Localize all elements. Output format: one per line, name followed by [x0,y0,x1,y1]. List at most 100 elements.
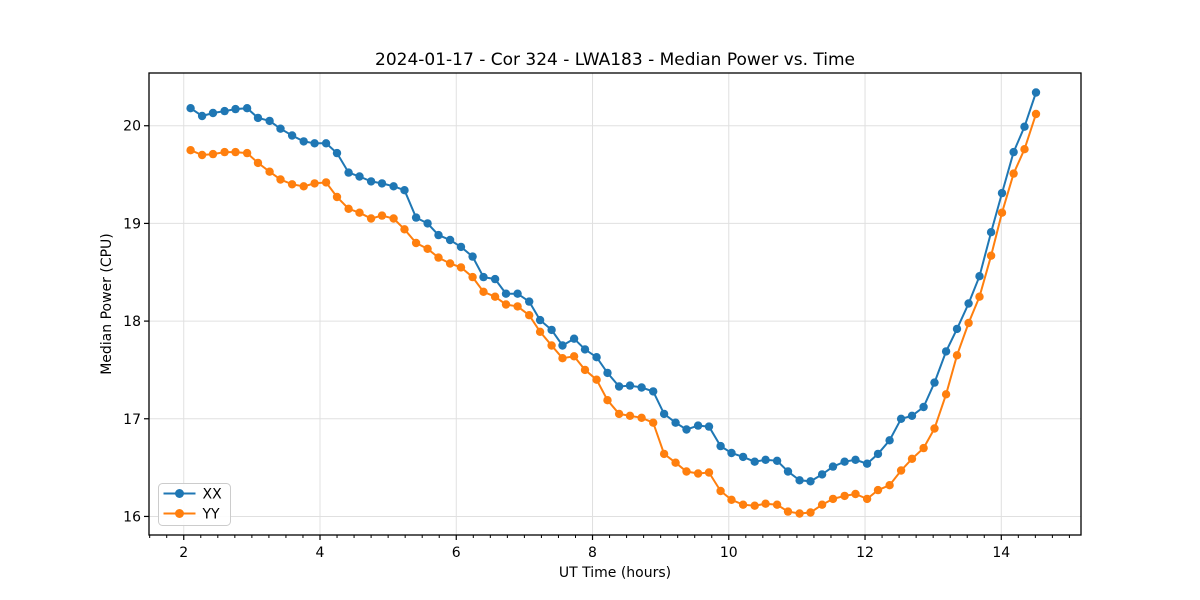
data-point [671,458,680,467]
series-yy-points [186,109,1041,518]
data-point [525,297,534,306]
axes: 2 4 6 8 10 12 14 16 17 18 19 20 [123,72,1082,561]
data-point [525,311,534,320]
data-point [659,449,669,459]
data-point [411,238,421,248]
data-point [941,390,951,399]
data-point [704,422,714,431]
chart-title: 2024-01-17 - Cor 324 - LWA183 - Median P… [375,50,855,70]
data-point [738,500,748,509]
data-point [659,409,669,419]
y-tick-label: 20 [123,119,141,135]
data-point [310,179,319,188]
data-point [772,456,782,465]
x-tick-label: 12 [856,545,874,561]
data-point [220,147,229,157]
plot-frame [148,72,1082,536]
data-point [603,396,612,405]
data-point [411,213,421,222]
data-point [208,149,218,159]
data-point [299,137,308,146]
data-point [738,452,748,462]
data-point [310,139,319,148]
data-point [490,274,500,284]
data-point [242,104,252,113]
data-point [231,104,240,114]
data-point [592,375,601,384]
data-point [873,485,883,495]
data-point [693,421,703,430]
data-point [851,489,860,499]
gridlines [149,73,1081,535]
data-point [265,167,274,176]
x-tick-label: 14 [992,545,1010,561]
data-point [513,302,522,311]
data-point [649,387,658,396]
data-point [344,168,353,177]
data-point [366,214,376,223]
data-point [434,253,443,262]
data-point [795,476,804,485]
data-point [434,230,443,240]
data-point [907,454,917,463]
data-point [896,414,906,423]
data-point [716,486,725,496]
data-point [840,491,849,501]
data-point [862,459,872,468]
data-point [220,106,229,116]
data-point [547,325,556,335]
data-point [445,259,455,268]
data-point [614,409,624,419]
data-point [332,192,342,202]
data-point [535,327,545,336]
y-tick-label: 17 [123,412,141,428]
data-point [975,272,984,281]
data-point [682,425,691,434]
data-point [828,494,838,504]
data-point [276,124,285,133]
data-point [513,289,522,298]
data-point [321,178,331,187]
x-tick-label: 2 [179,545,188,561]
data-point [569,334,579,343]
data-point [907,411,917,420]
y-tick-label: 16 [123,509,141,525]
data-point [287,131,297,140]
legend-marker [175,489,184,498]
y-tick-label: 19 [123,216,141,232]
data-point [952,351,962,360]
data-point [253,158,263,168]
data-point [783,467,793,476]
data-point [885,436,894,445]
data-point [750,501,759,510]
data-point [456,242,466,252]
data-series [186,88,1041,518]
x-axis-label: UT Time (hours) [559,565,671,581]
data-point [873,449,883,459]
data-point [299,182,308,191]
data-point [919,443,928,453]
data-point [625,381,635,390]
data-point [332,148,342,158]
legend: XX YY [158,483,231,526]
data-point [817,500,827,509]
data-point [806,477,815,486]
data-point [727,495,736,504]
data-point [208,108,218,118]
data-point [1031,109,1041,119]
data-point [682,467,691,476]
data-point [1020,122,1029,131]
data-point [862,494,872,504]
data-point [614,382,624,391]
legend-marker [175,509,184,518]
data-point [547,341,556,350]
data-point [592,353,601,362]
data-point [580,345,590,354]
data-point [186,104,195,113]
data-point [997,188,1007,198]
series-xx-line [190,92,1037,483]
data-point [997,208,1007,217]
data-point [941,347,951,356]
data-point [276,175,285,184]
